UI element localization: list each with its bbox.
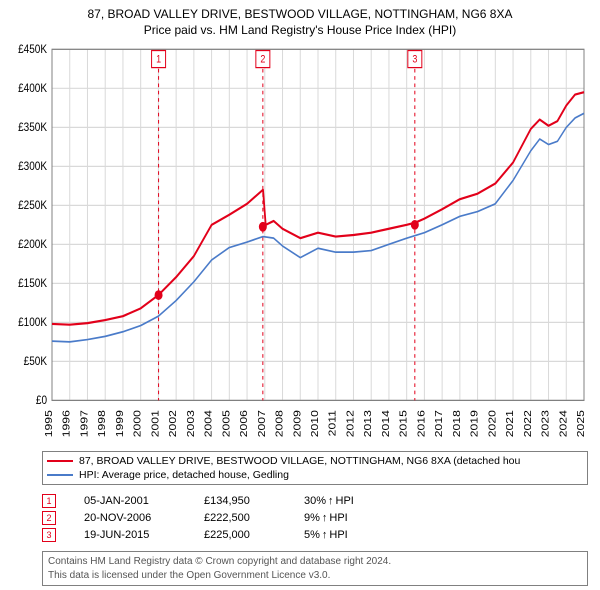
svg-text:2024: 2024	[558, 411, 569, 438]
svg-text:2018: 2018	[452, 411, 463, 438]
svg-text:2004: 2004	[204, 411, 215, 438]
marker-delta: 5%↑ HPI	[304, 529, 404, 541]
title-line-1: 87, BROAD VALLEY DRIVE, BESTWOOD VILLAGE…	[8, 6, 592, 22]
svg-text:£150K: £150K	[18, 278, 47, 291]
arrow-up-icon: ↑	[322, 529, 328, 541]
svg-text:2000: 2000	[133, 411, 144, 438]
svg-text:1995: 1995	[44, 411, 55, 438]
arrow-up-icon: ↑	[322, 512, 328, 524]
svg-text:2023: 2023	[540, 411, 551, 438]
svg-text:£200K: £200K	[18, 239, 47, 252]
marker-date: 05-JAN-2001	[84, 495, 204, 507]
svg-text:2019: 2019	[470, 411, 481, 438]
marker-price: £134,950	[204, 495, 304, 507]
legend-row: 87, BROAD VALLEY DRIVE, BESTWOOD VILLAGE…	[47, 454, 583, 468]
svg-text:2025: 2025	[576, 411, 587, 438]
title-line-2: Price paid vs. HM Land Registry's House …	[8, 22, 592, 38]
marker-row: 2 20-NOV-2006£222,5009%↑ HPI	[42, 511, 588, 525]
legend-label: HPI: Average price, detached house, Gedl…	[79, 468, 289, 482]
marker-badge: 3	[42, 528, 56, 542]
legend-box: 87, BROAD VALLEY DRIVE, BESTWOOD VILLAGE…	[42, 451, 588, 485]
license-line-2: This data is licensed under the Open Gov…	[48, 569, 582, 583]
chart-svg: £0 £50K £100K £150K £200K £250K £300K £350K £400…	[8, 42, 592, 444]
svg-text:2003: 2003	[186, 411, 197, 438]
svg-text:1997: 1997	[79, 411, 90, 438]
marker-row: 1 05-JAN-2001£134,95030%↑ HPI	[42, 494, 588, 508]
legend-row: HPI: Average price, detached house, Gedl…	[47, 468, 583, 482]
svg-text:2011: 2011	[328, 411, 339, 437]
svg-text:2010: 2010	[310, 411, 321, 438]
svg-text:2006: 2006	[239, 411, 250, 438]
marker-date: 19-JUN-2015	[84, 529, 204, 541]
marker-badge: 1	[42, 494, 56, 508]
svg-text:£350K: £350K	[18, 122, 47, 135]
marker-row: 3 19-JUN-2015£225,0005%↑ HPI	[42, 528, 588, 542]
svg-text:£300K: £300K	[18, 161, 47, 174]
svg-text:1998: 1998	[97, 411, 108, 438]
license-line-1: Contains HM Land Registry data © Crown c…	[48, 555, 582, 569]
marker-price: £225,000	[204, 529, 304, 541]
svg-text:2008: 2008	[274, 411, 285, 438]
svg-text:1996: 1996	[62, 411, 73, 438]
marker-price: £222,500	[204, 512, 304, 524]
chart-container: 87, BROAD VALLEY DRIVE, BESTWOOD VILLAGE…	[0, 0, 600, 590]
svg-text:2020: 2020	[487, 411, 498, 438]
marker-date: 20-NOV-2006	[84, 512, 204, 524]
svg-text:1: 1	[156, 54, 161, 66]
svg-text:2015: 2015	[399, 411, 410, 438]
svg-text:2013: 2013	[363, 411, 374, 438]
svg-text:2017: 2017	[434, 411, 445, 438]
svg-text:2007: 2007	[257, 411, 268, 438]
svg-text:3: 3	[412, 54, 417, 66]
svg-text:2014: 2014	[381, 411, 392, 438]
svg-text:2002: 2002	[168, 411, 179, 438]
arrow-up-icon: ↑	[328, 495, 334, 507]
svg-text:2012: 2012	[345, 411, 356, 438]
marker-delta: 9%↑ HPI	[304, 512, 404, 524]
svg-text:2016: 2016	[416, 411, 427, 438]
legend-label: 87, BROAD VALLEY DRIVE, BESTWOOD VILLAGE…	[79, 454, 520, 468]
svg-text:2021: 2021	[505, 411, 516, 438]
legend-swatch	[47, 460, 73, 462]
title-block: 87, BROAD VALLEY DRIVE, BESTWOOD VILLAGE…	[8, 6, 592, 38]
svg-text:1999: 1999	[115, 411, 126, 438]
svg-text:£100K: £100K	[18, 317, 47, 330]
svg-text:£450K: £450K	[18, 44, 47, 57]
svg-text:2005: 2005	[221, 411, 232, 438]
svg-text:2: 2	[260, 54, 265, 66]
marker-delta: 30%↑ HPI	[304, 495, 404, 507]
legend-swatch	[47, 474, 73, 476]
marker-badge: 2	[42, 511, 56, 525]
svg-text:2009: 2009	[292, 411, 303, 438]
chart-plot-area: £0 £50K £100K £150K £200K £250K £300K £350K £400…	[8, 42, 592, 444]
svg-text:2001: 2001	[150, 411, 161, 438]
svg-text:£0: £0	[36, 395, 47, 408]
svg-text:2022: 2022	[523, 411, 534, 438]
svg-text:£250K: £250K	[18, 200, 47, 213]
markers-table: 1 05-JAN-2001£134,95030%↑ HPI 2 20-NOV-2006…	[42, 491, 588, 545]
svg-text:£400K: £400K	[18, 83, 47, 96]
license-box: Contains HM Land Registry data © Crown c…	[42, 551, 588, 586]
svg-text:£50K: £50K	[24, 356, 48, 369]
